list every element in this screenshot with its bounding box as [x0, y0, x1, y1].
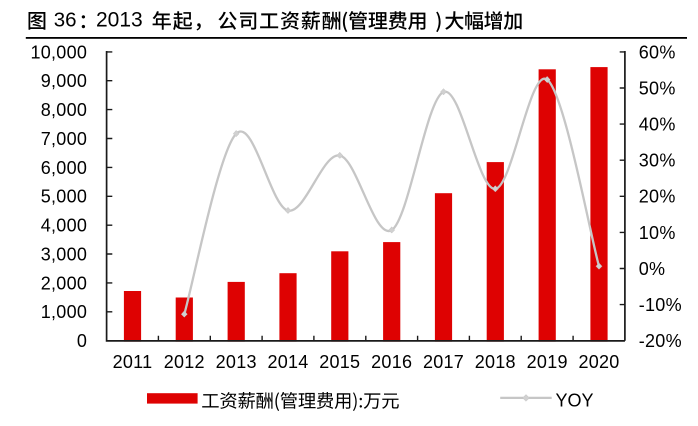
svg-text:40%: 40%	[639, 115, 676, 135]
svg-text:2014: 2014	[267, 352, 308, 372]
svg-text:9,000: 9,000	[41, 71, 87, 91]
svg-text:4,000: 4,000	[41, 216, 87, 236]
svg-text:10,000: 10,000	[31, 42, 88, 62]
svg-text:60%: 60%	[639, 42, 676, 62]
svg-text:0%: 0%	[639, 259, 666, 279]
svg-text:2,000: 2,000	[41, 273, 87, 293]
svg-text:-10%: -10%	[639, 295, 682, 315]
svg-text:2017: 2017	[423, 352, 464, 372]
svg-text:2019: 2019	[527, 352, 568, 372]
svg-text:YOY: YOY	[556, 390, 594, 410]
svg-text:2013: 2013	[96, 8, 143, 31]
svg-text:2018: 2018	[475, 352, 516, 372]
svg-text:10%: 10%	[639, 223, 676, 243]
svg-text:2020: 2020	[578, 352, 619, 372]
svg-text:20%: 20%	[639, 187, 676, 207]
svg-text:2011: 2011	[113, 352, 153, 372]
svg-text:1,000: 1,000	[41, 302, 87, 322]
svg-text:8,000: 8,000	[41, 100, 87, 120]
svg-text:2013: 2013	[216, 352, 257, 372]
svg-text:6,000: 6,000	[41, 158, 87, 178]
svg-text:-20%: -20%	[639, 331, 682, 351]
svg-text:30%: 30%	[639, 151, 676, 171]
svg-text:36: 36	[54, 8, 77, 31]
svg-text:3,000: 3,000	[41, 244, 87, 264]
svg-text:2012: 2012	[164, 352, 205, 372]
svg-text:5,000: 5,000	[41, 187, 87, 207]
svg-text:2016: 2016	[371, 352, 412, 372]
svg-text:7,000: 7,000	[41, 129, 87, 149]
svg-text:2015: 2015	[319, 352, 360, 372]
svg-text:0: 0	[77, 331, 87, 351]
svg-text:50%: 50%	[639, 78, 676, 98]
